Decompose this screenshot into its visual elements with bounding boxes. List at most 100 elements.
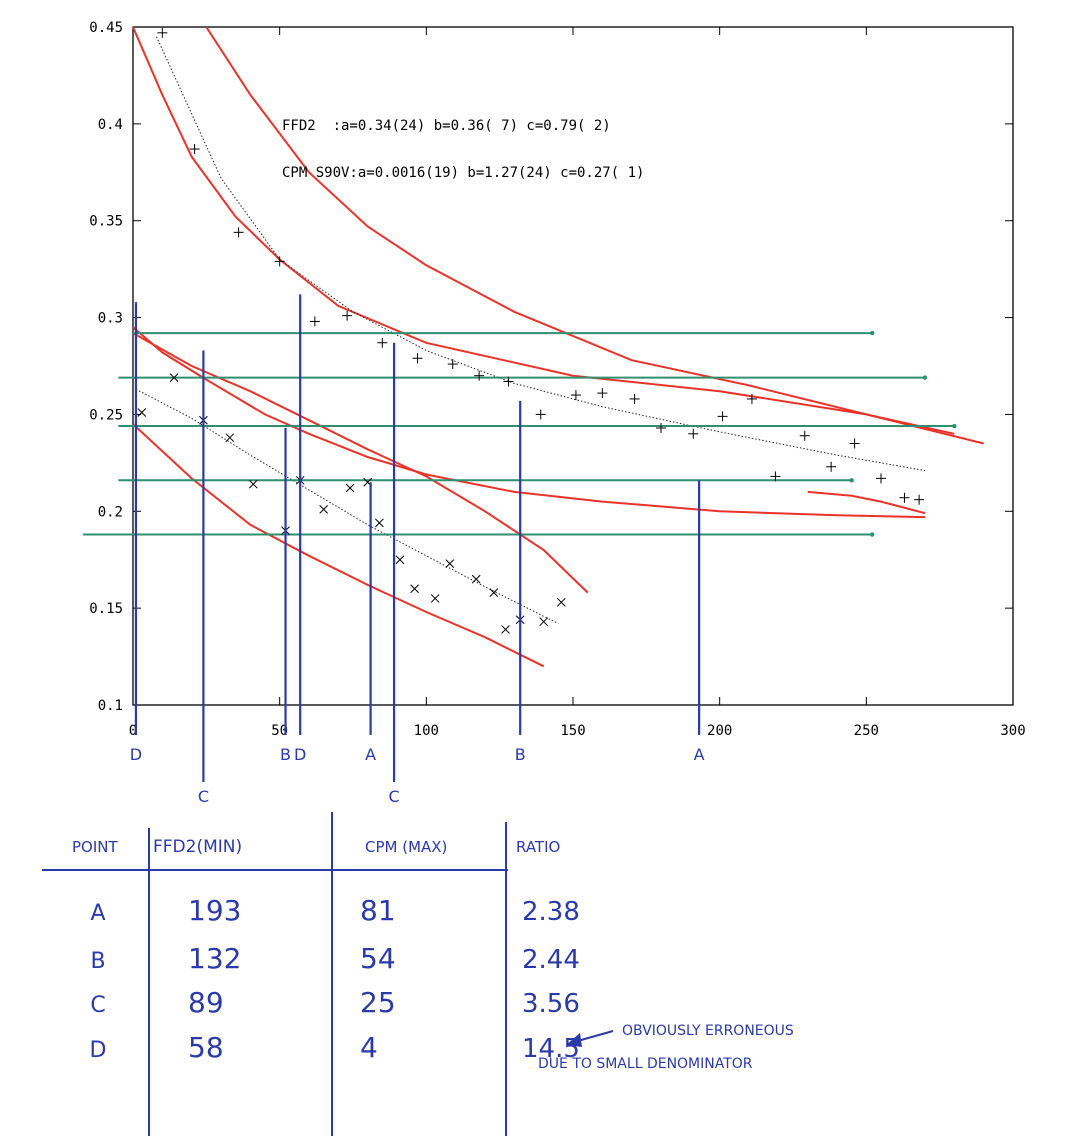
data-point-plus [447, 359, 458, 370]
fit-annotation-ffd2: FFD2 :a=0.34(24) b=0.36( 7) c=0.79( 2) [282, 118, 611, 134]
data-point-plus [914, 494, 925, 505]
data-point-plus [849, 438, 860, 449]
y-tick-label: 0.2 [98, 504, 123, 520]
data-point-cross [225, 433, 235, 443]
data-point-cross [430, 594, 440, 603]
y-tick-label: 0.35 [89, 214, 123, 230]
data-point-plus [157, 27, 168, 38]
x-tick-label: 100 [414, 723, 439, 739]
table-cell: 58 [188, 1031, 224, 1064]
table-header-ffd2: FFD2(MIN) [153, 837, 242, 857]
data-point-plus [377, 337, 388, 348]
vertical-marker-label: C [388, 787, 399, 806]
data-point-plus [770, 471, 781, 482]
data-point-cross [489, 588, 499, 597]
marker-stroke [248, 479, 258, 489]
data-point-cross [248, 479, 258, 489]
horizontal-line-end-dot [952, 423, 957, 429]
marker-stroke [501, 625, 510, 634]
confidence-band-curve [807, 490, 926, 515]
data-point-cross [395, 555, 405, 565]
data-point-plus [629, 393, 640, 404]
results-table [42, 812, 614, 1136]
data-point-cross [471, 574, 481, 584]
fit-annotation-cpm: CPM S90V:a=0.0016(19) b=1.27(24) c=0.27(… [282, 165, 644, 181]
marker-stroke [556, 597, 566, 607]
marker-stroke [445, 559, 455, 568]
y-tick-label: 0.45 [89, 20, 123, 36]
table-cell: 54 [360, 942, 396, 975]
table-cell: 193 [188, 894, 241, 927]
data-point-plus [876, 473, 886, 484]
data-point-plus [656, 422, 666, 433]
data-point-cross [501, 625, 510, 634]
table-cell: A [90, 901, 105, 926]
data-point-cross [375, 518, 384, 528]
marker-stroke [489, 588, 499, 597]
data-point-plus [412, 353, 423, 364]
horizontal-line-end-dot [922, 375, 928, 380]
data-point-plus [826, 461, 837, 472]
marker-stroke [410, 584, 419, 594]
table-cell: 2.38 [522, 897, 580, 927]
x-tick-label: 200 [707, 723, 732, 739]
data-point-cross [345, 483, 355, 493]
note-line-1: OBVIOUSLY ERRONEOUS [622, 1023, 794, 1039]
table-cell: B [90, 949, 105, 974]
marker-stroke [169, 373, 179, 382]
data-point-cross [410, 584, 419, 594]
data-point-cross [319, 504, 329, 514]
vertical-marker-label: B [280, 745, 291, 764]
y-tick-label: 0.1 [98, 698, 123, 714]
y-tick-label: 0.4 [98, 117, 123, 133]
data-point-plus [342, 310, 353, 321]
data-point-plus [688, 428, 699, 439]
table-cell: 3.56 [522, 989, 580, 1019]
data-point-cross [169, 373, 179, 382]
data-point-plus [570, 390, 581, 401]
marker-stroke [430, 594, 440, 603]
data-point-plus [717, 411, 728, 422]
table-cell: 25 [360, 986, 396, 1019]
data-point-plus [189, 144, 200, 155]
data-point-plus [746, 393, 757, 404]
data-point-plus [597, 388, 608, 399]
data-point-cross [137, 408, 147, 417]
data-point-plus [503, 376, 514, 387]
marker-stroke [539, 617, 549, 627]
note-line-2: DUE TO SMALL DENOMINATOR [538, 1056, 753, 1072]
data-point-plus [799, 430, 810, 441]
horizontal-line-end-dot [849, 478, 854, 483]
vertical-marker-label: A [694, 745, 705, 764]
x-tick-label: 150 [560, 723, 585, 739]
arrow-head [566, 1033, 582, 1047]
table-cell: 89 [188, 986, 224, 1019]
confidence-band-curve [132, 423, 545, 668]
y-tick-label: 0.3 [98, 311, 123, 327]
marker-stroke [319, 504, 329, 514]
table-cell: C [90, 993, 105, 1018]
data-point-plus [274, 256, 285, 267]
marker-stroke [471, 574, 481, 584]
marker-stroke [363, 477, 373, 487]
marker-stroke [137, 408, 147, 417]
confidence-band-curve [132, 26, 984, 445]
x-tick-label: 300 [1000, 723, 1025, 739]
marker-stroke [375, 518, 384, 528]
x-tick-label: 250 [854, 723, 879, 739]
table-cell: 4 [360, 1031, 378, 1064]
vertical-marker-label: C [198, 787, 209, 806]
marker-stroke [345, 483, 355, 493]
x-tick-label: 50 [271, 723, 288, 739]
data-point-plus [535, 409, 546, 420]
table-cell: 2.44 [522, 945, 580, 975]
table-cell: 14.5 [522, 1034, 580, 1064]
confidence-band-curve [205, 26, 955, 435]
vertical-marker-label: A [365, 745, 376, 764]
marker-stroke [225, 433, 235, 443]
horizontal-line-end-dot [870, 532, 875, 537]
confidence-band-curve [132, 326, 926, 519]
vertical-marker-label: B [515, 745, 526, 764]
marker-stroke [395, 555, 405, 565]
